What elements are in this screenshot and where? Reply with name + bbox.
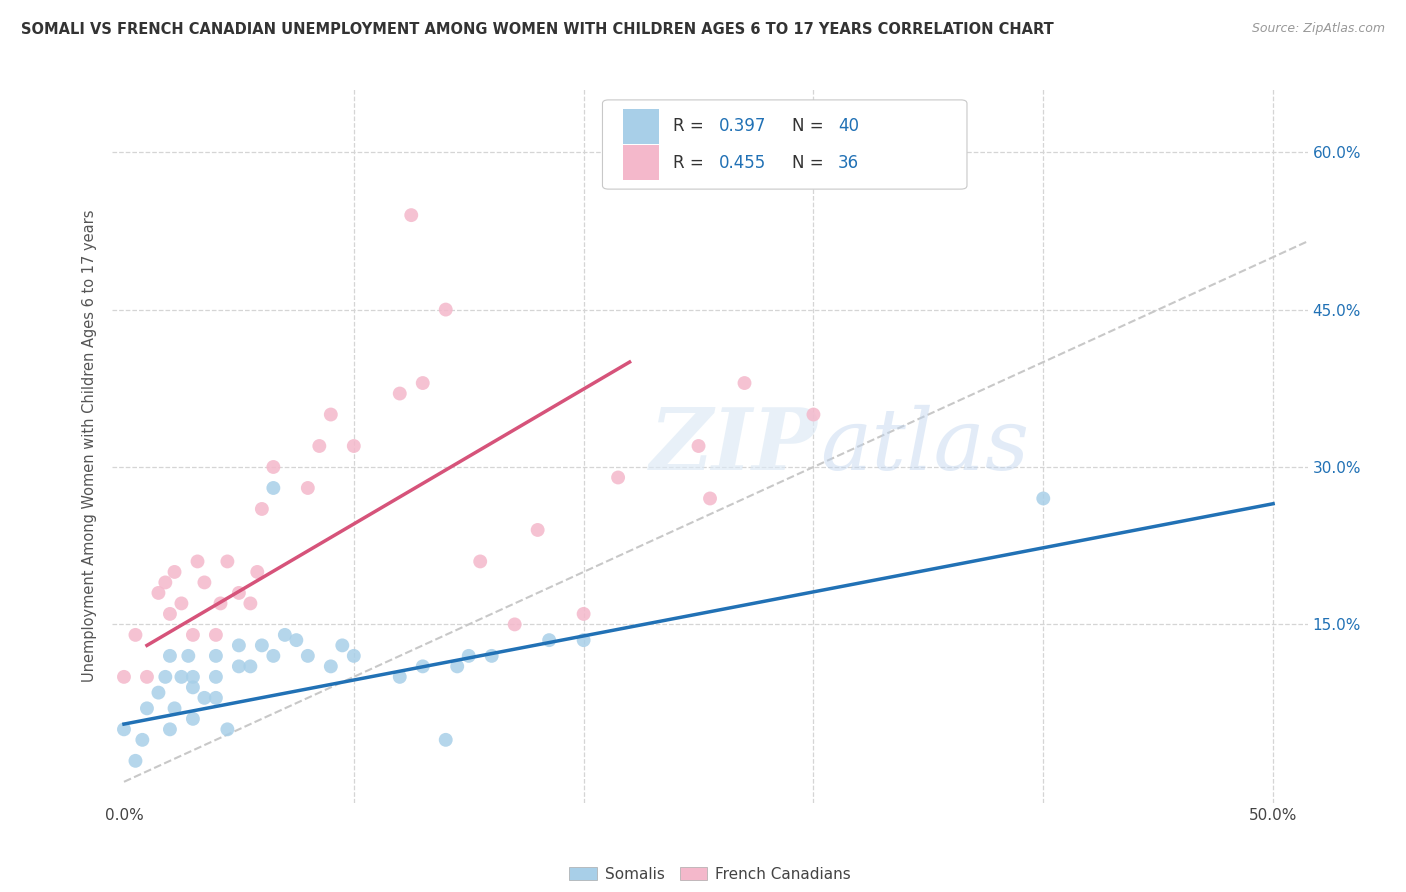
Point (181, 681, 204, 695)
Text: N =: N = (793, 153, 830, 171)
FancyBboxPatch shape (623, 109, 658, 145)
Text: 36: 36 (838, 153, 859, 171)
Point (124, 754, 146, 768)
Point (526, 523, 548, 537)
Point (434, 302, 457, 317)
Point (262, 648, 284, 663)
Text: ZIP: ZIP (650, 404, 818, 488)
Point (274, 628, 297, 642)
Point (193, 690, 215, 705)
Point (446, 659, 468, 673)
Point (239, 659, 262, 673)
Point (434, 732, 457, 747)
Point (159, 648, 181, 663)
Point (163, 701, 186, 715)
Point (124, 628, 146, 642)
Point (181, 628, 204, 642)
Point (159, 723, 181, 737)
Point (205, 670, 228, 684)
Legend: Somalis, French Canadians: Somalis, French Canadians (564, 861, 856, 888)
Point (177, 648, 200, 663)
Text: R =: R = (673, 153, 709, 171)
Point (209, 596, 232, 610)
Point (401, 208, 423, 222)
Point (503, 617, 526, 632)
Text: 0.455: 0.455 (718, 153, 766, 171)
Point (112, 670, 135, 684)
Point (205, 648, 228, 663)
Point (181, 670, 204, 684)
Point (228, 586, 250, 600)
Point (308, 439, 330, 453)
Point (262, 460, 284, 475)
Point (343, 648, 366, 663)
Point (155, 670, 177, 684)
Point (330, 639, 353, 653)
Point (170, 670, 193, 684)
FancyBboxPatch shape (623, 145, 658, 180)
Point (388, 670, 411, 684)
Point (412, 376, 434, 390)
Point (481, 648, 503, 663)
Point (112, 723, 135, 737)
Text: Source: ZipAtlas.com: Source: ZipAtlas.com (1251, 22, 1385, 36)
Text: 40: 40 (838, 118, 859, 136)
Y-axis label: Unemployment Among Women with Children Ages 6 to 17 years: Unemployment Among Women with Children A… (82, 210, 97, 682)
Point (343, 439, 366, 453)
Point (297, 481, 319, 495)
Text: 0.397: 0.397 (718, 118, 766, 136)
Point (228, 639, 250, 653)
Point (205, 690, 228, 705)
Point (470, 554, 492, 568)
Text: SOMALI VS FRENCH CANADIAN UNEMPLOYMENT AMONG WOMEN WITH CHILDREN AGES 6 TO 17 YE: SOMALI VS FRENCH CANADIAN UNEMPLOYMENT A… (21, 22, 1054, 37)
Point (148, 586, 170, 600)
Point (297, 648, 319, 663)
Point (217, 723, 239, 737)
Point (239, 596, 262, 610)
Point (148, 685, 170, 699)
Text: atlas: atlas (821, 405, 1029, 487)
Point (607, 470, 630, 484)
Point (457, 648, 479, 663)
Point (572, 607, 595, 621)
Point (412, 659, 434, 673)
Point (388, 386, 411, 401)
Point (136, 701, 159, 715)
Point (285, 633, 308, 648)
Point (803, 408, 825, 422)
Point (186, 554, 208, 568)
Point (246, 565, 269, 579)
Point (181, 712, 204, 726)
Point (217, 554, 239, 568)
Point (250, 639, 273, 653)
Point (1032, 491, 1054, 506)
Text: N =: N = (793, 118, 830, 136)
Point (262, 481, 284, 495)
FancyBboxPatch shape (602, 100, 967, 189)
Point (205, 628, 228, 642)
Point (319, 408, 342, 422)
Point (250, 502, 273, 516)
Point (734, 376, 756, 390)
Point (538, 633, 561, 648)
Point (193, 575, 215, 590)
Point (170, 596, 193, 610)
Point (136, 670, 159, 684)
Point (159, 607, 181, 621)
Point (131, 732, 153, 747)
Point (155, 575, 177, 590)
Text: R =: R = (673, 118, 709, 136)
Point (319, 659, 342, 673)
Point (699, 491, 721, 506)
Point (688, 439, 710, 453)
Point (163, 565, 186, 579)
Point (228, 659, 250, 673)
Point (572, 633, 595, 648)
